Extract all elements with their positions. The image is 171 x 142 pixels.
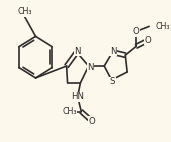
Text: CH₃: CH₃ <box>62 107 77 116</box>
Text: HN: HN <box>71 92 84 101</box>
Text: O: O <box>133 27 140 36</box>
Text: N: N <box>87 62 94 72</box>
Text: N: N <box>110 47 117 56</box>
Text: S: S <box>110 77 115 86</box>
Text: CH₃: CH₃ <box>17 7 32 16</box>
Text: O: O <box>145 36 152 45</box>
Text: CH₃: CH₃ <box>155 22 170 31</box>
Text: N: N <box>74 47 81 56</box>
Text: O: O <box>89 117 96 126</box>
